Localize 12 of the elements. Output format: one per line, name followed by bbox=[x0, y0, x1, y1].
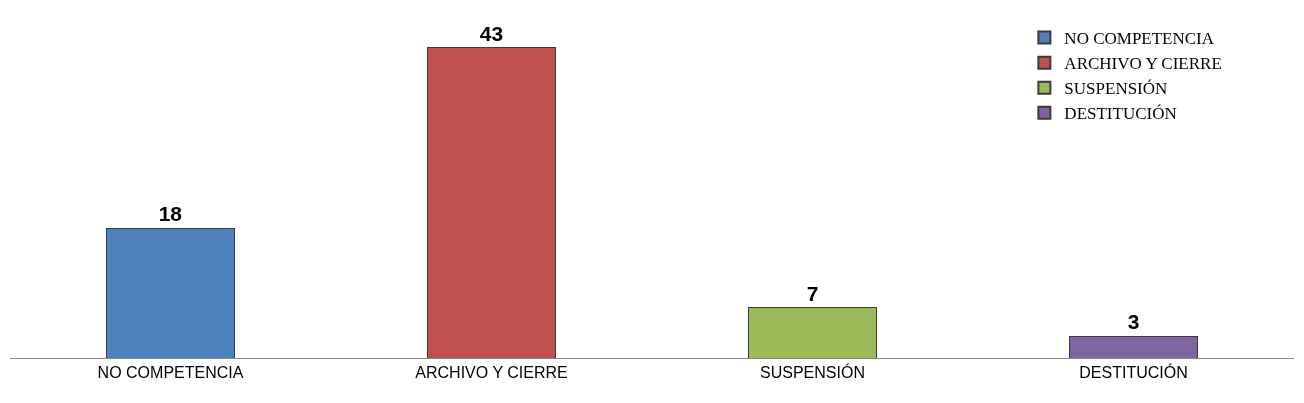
x-tick-label: ARCHIVO Y CIERRE bbox=[415, 364, 568, 382]
data-label: 43 bbox=[479, 21, 504, 45]
x-tick-label: NO COMPETENCIA bbox=[97, 364, 244, 382]
data-label: 3 bbox=[1127, 310, 1140, 334]
legend-label: DESTITUCIÓN bbox=[1064, 104, 1177, 124]
data-label: 7 bbox=[806, 281, 819, 305]
legend-label: ARCHIVO Y CIERRE bbox=[1064, 54, 1222, 74]
legend-label: NO COMPETENCIA bbox=[1064, 29, 1215, 49]
x-tick-label: SUSPENSIÓN bbox=[760, 363, 865, 382]
data-label: 18 bbox=[158, 202, 183, 226]
x-tick-label: DESTITUCIÓN bbox=[1079, 363, 1188, 382]
legend-label: SUSPENSIÓN bbox=[1064, 79, 1168, 99]
